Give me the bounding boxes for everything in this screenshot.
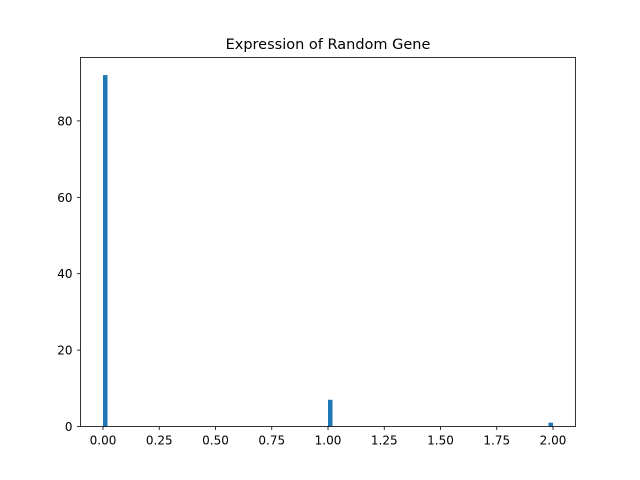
y-tick-label-2: 40 xyxy=(57,267,72,281)
x-tick-label-7: 1.75 xyxy=(483,434,510,448)
x-tick-label-5: 1.25 xyxy=(371,434,398,448)
x-tick-label-2: 0.50 xyxy=(202,434,229,448)
histogram-bar-1 xyxy=(328,399,333,427)
y-tick-label-4: 80 xyxy=(57,114,72,128)
y-axis: 0 20 40 60 80 xyxy=(57,114,81,434)
x-tick-label-6: 1.50 xyxy=(427,434,454,448)
y-tick-label-3: 60 xyxy=(57,191,72,205)
x-axis: 0.00 0.25 0.50 0.75 1.00 1.25 1.50 1.75 2.00 xyxy=(90,426,567,448)
x-tick-label-0: 0.00 xyxy=(90,434,117,448)
y-tick-label-0: 0 xyxy=(65,420,73,434)
histogram-bar-0 xyxy=(103,75,108,427)
x-tick-label-1: 0.25 xyxy=(146,434,173,448)
chart-title: Expression of Random Gene xyxy=(226,37,431,53)
x-tick-label-3: 0.75 xyxy=(258,434,285,448)
histogram-bar-2 xyxy=(548,422,553,427)
x-tick-label-4: 1.00 xyxy=(315,434,342,448)
y-tick-label-1: 20 xyxy=(57,344,72,358)
bars-layer xyxy=(103,75,553,427)
x-tick-label-8: 2.00 xyxy=(540,434,567,448)
